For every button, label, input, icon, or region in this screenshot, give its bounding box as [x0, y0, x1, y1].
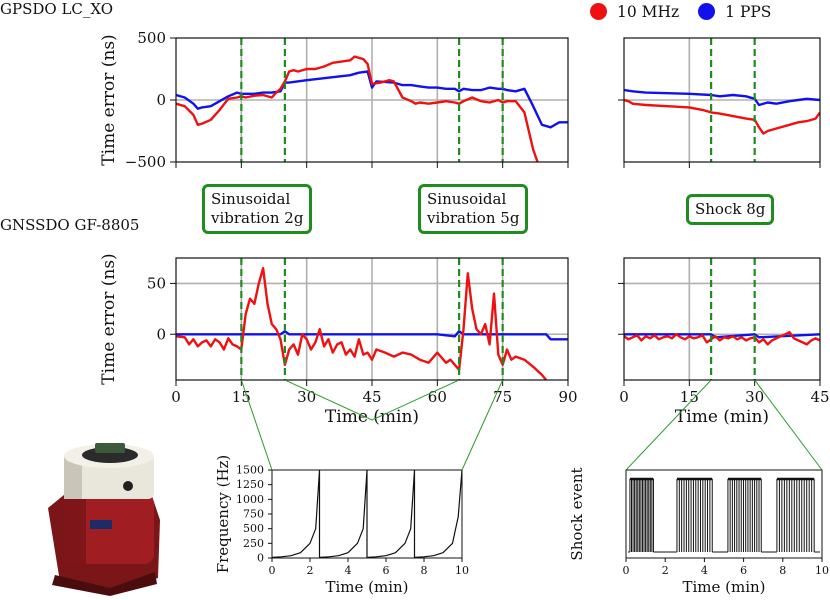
panel-top-left: −500 0 500 Time error (ns): [99, 29, 569, 171]
y-tick-label: 50: [147, 274, 166, 292]
y-tick-label: 0: [257, 552, 264, 565]
series-line-1-pps: [624, 88, 820, 107]
series-line-10-mhz: [624, 98, 820, 135]
y-tick-label: 1500: [236, 464, 264, 477]
top-section-title: GPSDO LC_XO: [0, 0, 114, 18]
series-line-10-mhz: [176, 267, 548, 380]
shaker-knob: [123, 481, 133, 491]
series-line-10-mhz: [624, 331, 820, 346]
x-tick-label: 0: [269, 564, 276, 577]
zoom-connector-left: [240, 379, 273, 471]
shaker-body-shade: [64, 494, 86, 564]
zoom-connector-v: [284, 379, 460, 421]
x-tick-label: 15: [680, 388, 699, 406]
legend-label-1pps: 1 PPS: [725, 3, 772, 21]
legend-label-10mhz: 10 MHz: [617, 3, 680, 21]
shaker-label-plate: [90, 520, 112, 529]
x-tick-label: 0: [171, 388, 181, 406]
y-tick-label: 1000: [236, 493, 264, 506]
x-tick-label: 10: [455, 564, 469, 577]
y-tick-label: 1250: [236, 478, 264, 491]
x-tick-label: 75: [493, 388, 512, 406]
x-tick-label: 0: [619, 388, 629, 406]
x-tick-label: 45: [810, 388, 829, 406]
x-axis-label: Time (min): [682, 578, 765, 596]
series-group: [272, 470, 462, 558]
shaker-head-shade: [64, 455, 82, 499]
legend-dot-1pps: [698, 3, 716, 20]
x-tick-label: 6: [383, 564, 390, 577]
x-axis-label: Time (min): [675, 407, 769, 427]
x-tick-label: 90: [558, 388, 577, 406]
panel-bottom-right: 0 15 30 45 Time (min): [618, 257, 830, 427]
annotation-sinusoidal-2g: Sinusoidal vibration 2g: [202, 184, 313, 234]
zoom-connector-shock-right: [754, 379, 823, 471]
panel-inset-shock: 0 2 4 6 8 10 Time (min) Shock event: [568, 467, 829, 596]
x-tick-label: 30: [297, 388, 316, 406]
series-line-sweep: [272, 470, 462, 558]
y-axis-label: Time error (ns): [99, 253, 119, 384]
series-group: [624, 331, 820, 346]
x-axis-label: Time (min): [325, 578, 408, 596]
series-line-1-pps: [176, 330, 568, 341]
x-tick-label: 0: [623, 564, 630, 577]
series-group: [176, 267, 568, 380]
x-tick-label: 8: [779, 564, 786, 577]
annotation-shock-8g: Shock 8g: [686, 194, 775, 225]
panel-bottom-left: 0 15 30 45 60 75 90 0 50 Time (min) Time error (ns…: [99, 253, 578, 427]
series-line-10-mhz: [176, 55, 539, 162]
zoom-connectors: [240, 379, 823, 471]
y-tick-label: −500: [125, 153, 166, 171]
x-axis-label: Time (min): [325, 407, 419, 427]
annotation-sinusoidal-5g: Sinusoidal vibration 5g: [418, 184, 529, 234]
y-axis-label: Time error (ns): [99, 34, 119, 165]
y-tick-label: 750: [243, 508, 264, 521]
shaker-photo: [48, 443, 160, 596]
bottom-section-title: GNSSDO GF-8805: [0, 216, 140, 234]
zoom-connector-right: [461, 379, 504, 471]
legend: 10 MHz 1 PPS: [590, 2, 785, 24]
legend-item-10mhz: 10 MHz: [590, 3, 679, 21]
x-tick-label: 45: [362, 388, 381, 406]
legend-dot-10mhz: [590, 3, 607, 20]
x-tick-label: 60: [428, 388, 447, 406]
x-tick-label: 4: [345, 564, 352, 577]
x-tick-label: 30: [745, 388, 764, 406]
x-tick-label: 2: [662, 564, 669, 577]
x-tick-label: 15: [232, 388, 251, 406]
legend-item-1pps: 1 PPS: [698, 3, 771, 21]
x-tick-label: 2: [307, 564, 314, 577]
zoom-connector-shock-left: [625, 379, 712, 471]
axes-frame: [625, 469, 823, 559]
x-tick-label: 4: [701, 564, 708, 577]
x-tick-label: 10: [815, 564, 829, 577]
shaker-device: [95, 443, 125, 453]
series-group: [624, 88, 820, 135]
x-tick-label: 8: [421, 564, 428, 577]
y-tick-label: 0: [156, 325, 166, 343]
y-tick-label: 500: [243, 522, 264, 535]
y-tick-label: 0: [156, 91, 166, 109]
shaker-base-shadow: [52, 572, 157, 596]
y-axis-label: Shock event: [568, 467, 586, 560]
y-tick-label: 250: [243, 537, 264, 550]
panel-top-right: [618, 37, 821, 168]
y-tick-label: 500: [137, 29, 166, 47]
y-axis-label: Frequency (Hz): [214, 455, 232, 574]
x-tick-label: 6: [740, 564, 747, 577]
axes-frame: [623, 257, 821, 381]
